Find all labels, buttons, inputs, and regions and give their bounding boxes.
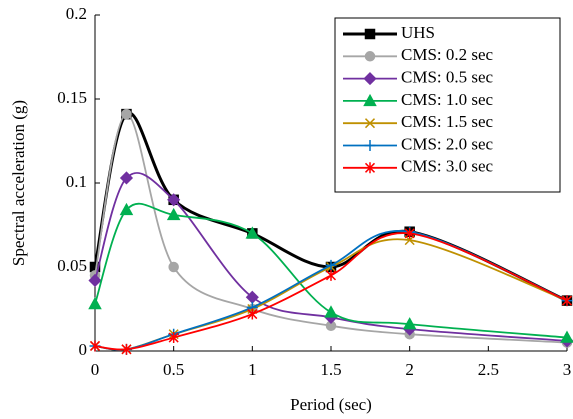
marker [88, 296, 102, 310]
legend-label: CMS: 0.2 sec [401, 45, 494, 64]
legend-label: CMS: 1.5 sec [401, 112, 494, 131]
y-tick-label: 0.1 [66, 172, 87, 191]
marker [89, 340, 101, 352]
marker [88, 273, 102, 288]
x-tick-label: 0.5 [163, 360, 184, 379]
y-tick-label: 0 [79, 340, 88, 359]
marker [364, 28, 376, 40]
legend-label: CMS: 0.5 sec [401, 68, 494, 87]
y-tick-label: 0.15 [57, 88, 87, 107]
marker [168, 261, 179, 273]
marker [324, 305, 338, 318]
legend-label: CMS: 1.0 sec [401, 90, 494, 109]
marker [364, 51, 376, 62]
marker [364, 162, 376, 174]
legend-label: CMS: 3.0 sec [401, 157, 494, 176]
y-axis-label: Spectral acceleration (g) [9, 100, 28, 266]
x-tick-label: 2.5 [478, 360, 499, 379]
marker [325, 259, 337, 271]
marker [402, 317, 417, 330]
x-tick-label: 1 [248, 360, 257, 379]
marker [245, 226, 260, 239]
marker [121, 343, 132, 355]
marker [325, 269, 337, 281]
marker [247, 308, 258, 320]
marker [166, 207, 181, 221]
legend-label: UHS [401, 23, 435, 42]
series-line [94, 232, 568, 351]
marker [168, 332, 179, 344]
x-tick-label: 2 [405, 360, 414, 379]
x-axis-label: Period (sec) [290, 395, 372, 414]
x-tick-label: 1.5 [320, 360, 341, 379]
y-tick-label: 0.05 [57, 256, 87, 275]
x-tick-label: 0 [91, 360, 100, 379]
series-line [94, 238, 568, 351]
legend-label: CMS: 2.0 sec [401, 134, 494, 153]
marker [119, 202, 134, 216]
marker [560, 330, 573, 343]
marker [363, 93, 377, 107]
x-tick-label: 3 [563, 360, 572, 379]
marker [363, 72, 377, 86]
marker [404, 227, 415, 239]
y-tick-label: 0.2 [66, 4, 87, 23]
marker [121, 108, 132, 120]
marker [167, 193, 181, 207]
marker [364, 118, 376, 129]
marker [561, 295, 573, 307]
marker [119, 171, 134, 185]
marker [364, 140, 376, 151]
